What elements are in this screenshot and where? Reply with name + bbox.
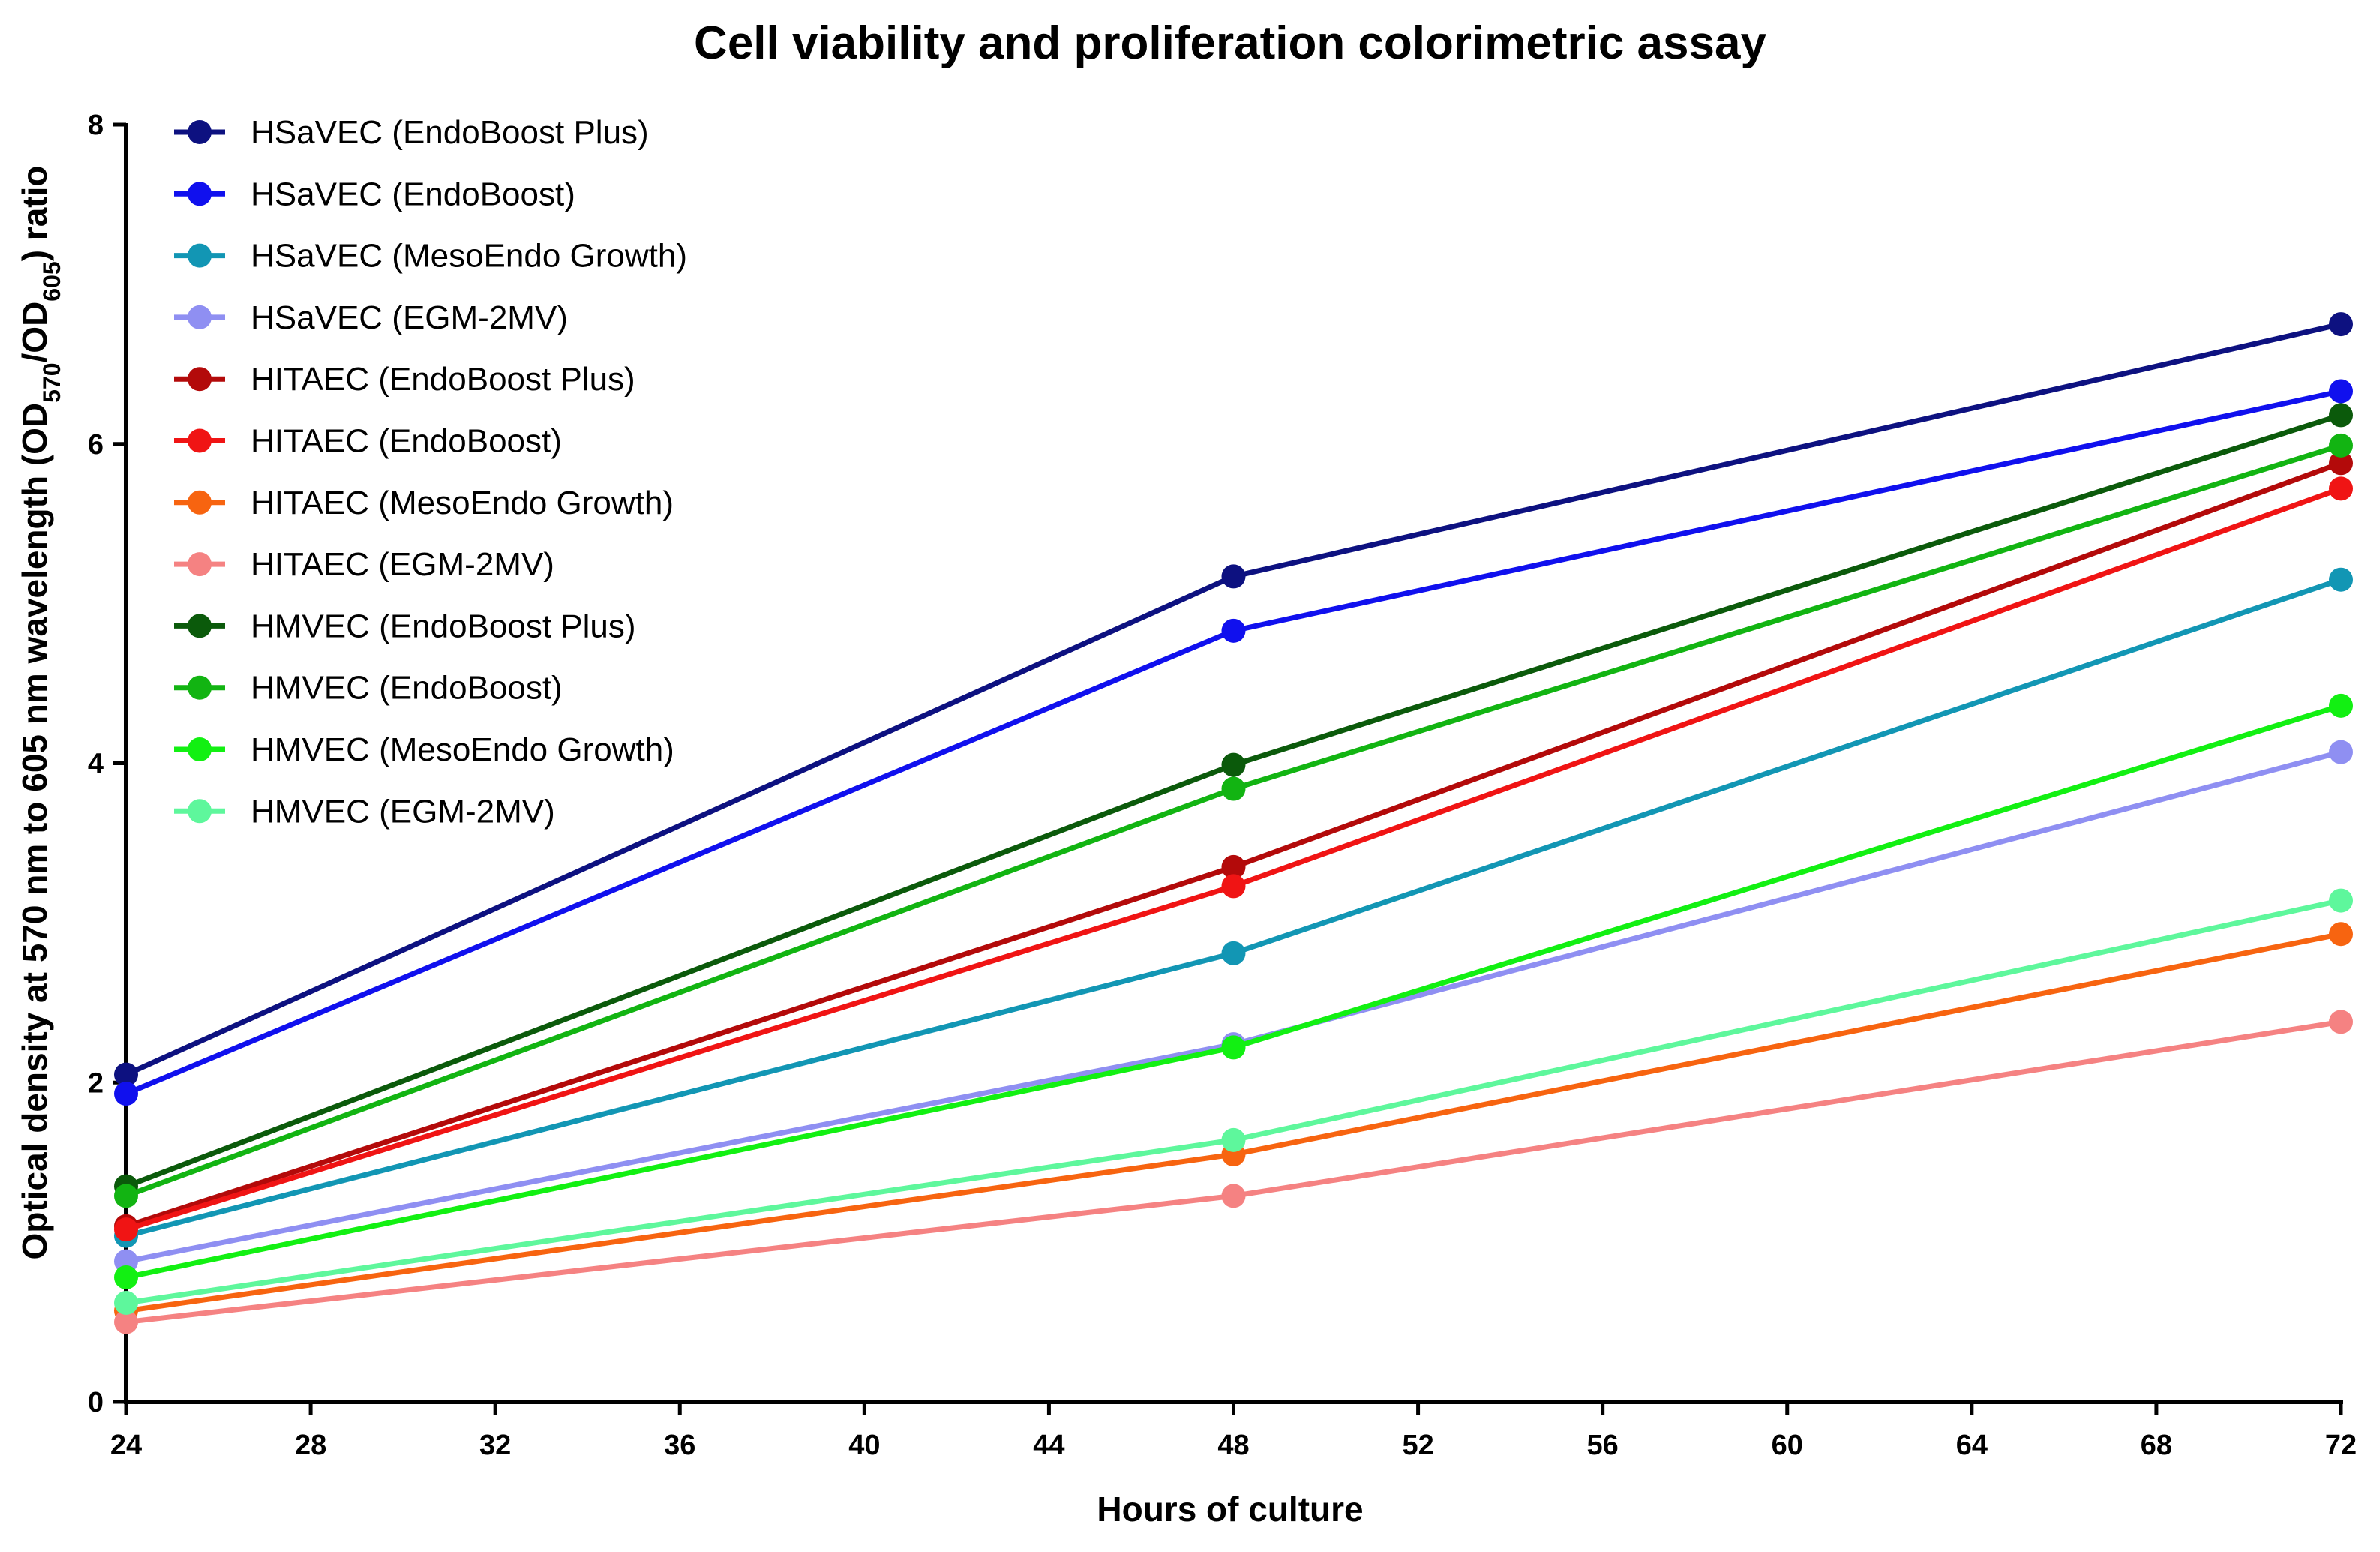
- legend-label-hitaec-egm-2mv: HITAEC (EGM-2MV): [251, 546, 554, 583]
- y-tick-label-2: 2: [88, 1067, 104, 1099]
- y-tick-label-8: 8: [88, 110, 104, 141]
- legend-label-hmvec-egm-2mv: HMVEC (EGM-2MV): [251, 793, 555, 830]
- y-tick-label-4: 4: [88, 749, 104, 780]
- legend-label-hsavec-mesoendo-growth: HSaVEC (MesoEndo Growth): [251, 238, 687, 275]
- legend-item-hmvec-endoboost-plus: HMVEC (EndoBoost Plus): [174, 608, 636, 644]
- data-point-hitaec-endoboost-24h: [114, 1217, 138, 1241]
- data-point-hitaec-endoboost-72h: [2329, 476, 2353, 500]
- y-axis-label-sub-605: 605: [38, 261, 65, 301]
- legend-marker-hitaec-endoboost: [188, 429, 212, 453]
- legend-marker-hsavec-egm-2mv: [188, 305, 212, 329]
- legend-marker-hsavec-mesoendo-growth: [188, 244, 212, 268]
- legend: HSaVEC (EndoBoost Plus) HSaVEC (EndoBoost…: [174, 114, 687, 830]
- y-axis-label-prefix: Optical density at 570 nm to 605 nm wave…: [15, 403, 54, 1260]
- legend-label-hsavec-egm-2mv: HSaVEC (EGM-2MV): [251, 299, 568, 336]
- x-tick-label-56: 56: [1587, 1430, 1619, 1461]
- data-point-hmvec-endoboost-24h: [114, 1184, 138, 1208]
- legend-label-hmvec-mesoendo-growth: HMVEC (MesoEndo Growth): [251, 731, 674, 768]
- data-point-hsavec-endoboost-24h: [114, 1082, 138, 1106]
- data-point-hitaec-egm-2mv-48h: [1222, 1184, 1246, 1208]
- legend-label-hitaec-mesoendo-growth: HITAEC (MesoEndo Growth): [251, 485, 674, 521]
- x-tick-label-72: 72: [2325, 1430, 2357, 1461]
- legend-marker-hitaec-endoboost-plus: [188, 367, 212, 391]
- legend-item-hitaec-endoboost: HITAEC (EndoBoost): [174, 423, 562, 460]
- data-point-hmvec-endoboost-72h: [2329, 434, 2353, 458]
- legend-label-hsavec-endoboost-plus: HSaVEC (EndoBoost Plus): [251, 114, 649, 151]
- data-point-hmvec-mesoendo-growth-48h: [1222, 1035, 1246, 1059]
- data-point-hsavec-endoboost-72h: [2329, 380, 2353, 404]
- legend-marker-hmvec-mesoendo-growth: [188, 737, 212, 761]
- legend-item-hmvec-egm-2mv: HMVEC (EGM-2MV): [174, 793, 555, 830]
- legend-marker-hsavec-endoboost: [188, 182, 212, 206]
- legend-marker-hmvec-egm-2mv: [188, 799, 212, 823]
- x-tick-label-36: 36: [664, 1430, 695, 1461]
- x-tick-label-44: 44: [1033, 1430, 1064, 1461]
- data-point-hsavec-mesoendo-growth-72h: [2329, 568, 2353, 592]
- data-point-hmvec-mesoendo-growth-24h: [114, 1265, 138, 1289]
- legend-item-hsavec-endoboost: HSaVEC (EndoBoost): [174, 176, 575, 212]
- legend-item-hsavec-endoboost-plus: HSaVEC (EndoBoost Plus): [174, 114, 649, 151]
- legend-marker-hmvec-endoboost: [188, 676, 212, 700]
- x-tick-label-40: 40: [848, 1430, 880, 1461]
- data-point-hsavec-endoboost-48h: [1222, 619, 1246, 643]
- x-tick-label-64: 64: [1956, 1430, 1988, 1461]
- legend-marker-hsavec-endoboost-plus: [188, 120, 212, 144]
- data-point-hmvec-egm-2mv-72h: [2329, 889, 2353, 913]
- chart-title: Cell viability and proliferation colorim…: [694, 17, 1766, 69]
- legend-label-hmvec-endoboost-plus: HMVEC (EndoBoost Plus): [251, 608, 636, 644]
- data-point-hmvec-endoboost-plus-48h: [1222, 753, 1246, 777]
- legend-label-hsavec-endoboost: HSaVEC (EndoBoost): [251, 176, 575, 212]
- y-axis-label-suffix: ) ratio: [15, 166, 54, 262]
- data-point-hitaec-mesoendo-growth-72h: [2329, 922, 2353, 946]
- x-tick-label-68: 68: [2141, 1430, 2172, 1461]
- y-tick-label-6: 6: [88, 429, 104, 461]
- legend-marker-hitaec-egm-2mv: [188, 552, 212, 576]
- line-chart: Cell viability and proliferation colorim…: [0, 0, 2380, 1548]
- x-tick-label-24: 24: [110, 1430, 142, 1461]
- data-point-hsavec-endoboost-plus-48h: [1222, 564, 1246, 588]
- data-point-hsavec-mesoendo-growth-48h: [1222, 941, 1246, 965]
- legend-marker-hmvec-endoboost-plus: [188, 614, 212, 638]
- legend-item-hmvec-mesoendo-growth: HMVEC (MesoEndo Growth): [174, 731, 674, 768]
- data-point-hitaec-endoboost-48h: [1222, 874, 1246, 898]
- data-point-hmvec-egm-2mv-24h: [114, 1291, 138, 1315]
- x-tick-label-28: 28: [295, 1430, 326, 1461]
- y-tick-label-0: 0: [88, 1387, 104, 1418]
- legend-label-hitaec-endoboost-plus: HITAEC (EndoBoost Plus): [251, 361, 635, 398]
- legend-marker-hitaec-mesoendo-growth: [188, 491, 212, 515]
- y-axis-label-sub-570: 570: [38, 362, 65, 402]
- x-tick-label-48: 48: [1217, 1430, 1249, 1461]
- legend-item-hitaec-endoboost-plus: HITAEC (EndoBoost Plus): [174, 361, 635, 398]
- data-point-hmvec-endoboost-plus-72h: [2329, 403, 2353, 427]
- legend-item-hitaec-egm-2mv: HITAEC (EGM-2MV): [174, 546, 554, 583]
- x-axis-label: Hours of culture: [1097, 1490, 1363, 1529]
- data-point-hmvec-endoboost-48h: [1222, 777, 1246, 801]
- x-tick-label-32: 32: [479, 1430, 511, 1461]
- data-point-hsavec-endoboost-plus-72h: [2329, 312, 2353, 336]
- data-point-hmvec-egm-2mv-48h: [1222, 1128, 1246, 1152]
- x-tick-label-52: 52: [1402, 1430, 1433, 1461]
- legend-item-hsavec-egm-2mv: HSaVEC (EGM-2MV): [174, 299, 568, 336]
- data-point-hmvec-mesoendo-growth-72h: [2329, 694, 2353, 718]
- data-point-hitaec-egm-2mv-72h: [2329, 1010, 2353, 1034]
- legend-label-hmvec-endoboost: HMVEC (EndoBoost): [251, 670, 563, 707]
- data-point-hsavec-egm-2mv-72h: [2329, 740, 2353, 764]
- legend-item-hmvec-endoboost: HMVEC (EndoBoost): [174, 670, 563, 707]
- legend-label-hitaec-endoboost: HITAEC (EndoBoost): [251, 423, 562, 460]
- series-line-hitaec-egm-2mv: [126, 1022, 2341, 1322]
- legend-item-hitaec-mesoendo-growth: HITAEC (MesoEndo Growth): [174, 485, 674, 521]
- y-axis-label: Optical density at 570 nm to 605 nm wave…: [15, 166, 65, 1260]
- chart-root: Cell viability and proliferation colorim…: [0, 0, 2380, 1548]
- legend-item-hsavec-mesoendo-growth: HSaVEC (MesoEndo Growth): [174, 238, 687, 275]
- y-axis-label-mid: /OD: [15, 302, 54, 363]
- x-tick-label-60: 60: [1772, 1430, 1803, 1461]
